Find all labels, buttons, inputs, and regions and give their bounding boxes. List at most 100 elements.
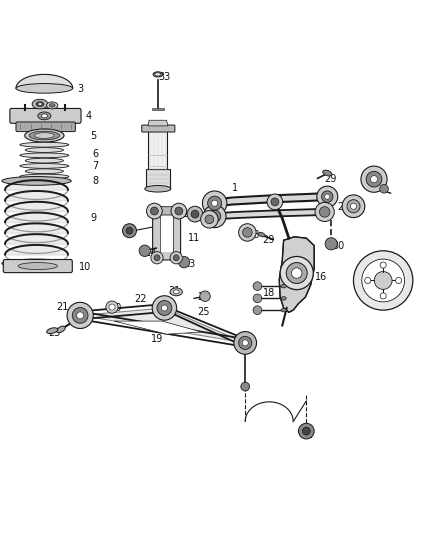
Circle shape xyxy=(157,301,172,316)
Ellipse shape xyxy=(49,103,55,107)
Text: 15: 15 xyxy=(122,227,134,237)
Ellipse shape xyxy=(18,263,57,270)
Ellipse shape xyxy=(25,129,64,142)
Circle shape xyxy=(319,207,330,217)
Ellipse shape xyxy=(25,148,64,152)
Ellipse shape xyxy=(281,285,286,288)
Circle shape xyxy=(380,262,386,268)
Polygon shape xyxy=(148,120,168,126)
Text: 25: 25 xyxy=(197,308,210,317)
Ellipse shape xyxy=(173,290,179,294)
Circle shape xyxy=(152,296,177,320)
Text: 33: 33 xyxy=(158,71,170,82)
Text: 12: 12 xyxy=(182,209,194,219)
Circle shape xyxy=(317,186,338,207)
Ellipse shape xyxy=(16,84,73,93)
Circle shape xyxy=(109,304,115,310)
Text: 20: 20 xyxy=(109,303,121,313)
Circle shape xyxy=(175,207,183,215)
Text: 26: 26 xyxy=(271,196,283,206)
Ellipse shape xyxy=(170,288,182,296)
Ellipse shape xyxy=(153,72,162,77)
Circle shape xyxy=(212,214,217,219)
Text: 27: 27 xyxy=(207,216,219,225)
Circle shape xyxy=(123,224,137,238)
FancyBboxPatch shape xyxy=(16,122,75,132)
Ellipse shape xyxy=(32,99,48,109)
Circle shape xyxy=(302,427,310,435)
Circle shape xyxy=(201,211,218,228)
Ellipse shape xyxy=(155,73,161,76)
Text: 28: 28 xyxy=(247,230,260,240)
Ellipse shape xyxy=(25,158,64,163)
Circle shape xyxy=(396,277,402,284)
Polygon shape xyxy=(215,193,326,207)
Text: 5: 5 xyxy=(90,131,96,141)
Circle shape xyxy=(161,305,167,311)
Bar xyxy=(148,131,167,171)
Circle shape xyxy=(205,215,214,224)
Circle shape xyxy=(380,184,389,193)
Circle shape xyxy=(67,302,93,328)
Circle shape xyxy=(286,263,307,284)
Text: 11: 11 xyxy=(188,233,201,243)
Ellipse shape xyxy=(323,170,332,176)
Circle shape xyxy=(242,340,248,346)
Circle shape xyxy=(202,191,227,215)
Circle shape xyxy=(374,272,392,289)
Ellipse shape xyxy=(2,259,71,268)
Ellipse shape xyxy=(38,112,51,120)
Bar xyxy=(146,169,170,189)
Circle shape xyxy=(147,203,162,219)
Text: 13: 13 xyxy=(184,260,196,269)
Polygon shape xyxy=(80,308,245,343)
Circle shape xyxy=(139,245,150,256)
Circle shape xyxy=(126,227,133,234)
Circle shape xyxy=(72,308,88,323)
Text: 17: 17 xyxy=(376,268,389,278)
Polygon shape xyxy=(215,209,324,220)
Ellipse shape xyxy=(47,328,58,334)
Circle shape xyxy=(267,194,283,210)
Ellipse shape xyxy=(46,102,58,109)
Polygon shape xyxy=(16,75,73,88)
Bar xyxy=(152,108,164,110)
Text: 8: 8 xyxy=(92,176,99,187)
Circle shape xyxy=(271,198,279,206)
Circle shape xyxy=(325,238,337,250)
Ellipse shape xyxy=(281,297,286,300)
Circle shape xyxy=(342,195,365,217)
Circle shape xyxy=(347,200,360,213)
Text: 27: 27 xyxy=(374,173,386,183)
Ellipse shape xyxy=(281,309,286,312)
Circle shape xyxy=(208,196,222,210)
Circle shape xyxy=(239,336,252,350)
Text: 18: 18 xyxy=(263,288,275,298)
Circle shape xyxy=(151,252,163,264)
Text: 3: 3 xyxy=(77,84,83,94)
Text: 7: 7 xyxy=(92,161,99,171)
Ellipse shape xyxy=(20,153,69,158)
Ellipse shape xyxy=(20,174,69,179)
Circle shape xyxy=(315,203,334,222)
Ellipse shape xyxy=(57,326,65,333)
Circle shape xyxy=(203,205,226,228)
Ellipse shape xyxy=(35,133,54,139)
Text: 24: 24 xyxy=(301,430,314,440)
Ellipse shape xyxy=(36,102,44,107)
Circle shape xyxy=(325,194,330,199)
FancyBboxPatch shape xyxy=(4,260,72,272)
Text: 31: 31 xyxy=(169,286,181,295)
Circle shape xyxy=(253,294,262,303)
Circle shape xyxy=(253,282,262,290)
Circle shape xyxy=(361,166,387,192)
Circle shape xyxy=(154,255,160,261)
Polygon shape xyxy=(114,321,201,334)
Circle shape xyxy=(150,207,158,215)
Ellipse shape xyxy=(2,176,71,185)
Text: 30: 30 xyxy=(332,240,345,251)
Polygon shape xyxy=(152,214,180,260)
Text: 23: 23 xyxy=(49,328,61,338)
Circle shape xyxy=(366,171,382,187)
FancyBboxPatch shape xyxy=(151,207,182,215)
